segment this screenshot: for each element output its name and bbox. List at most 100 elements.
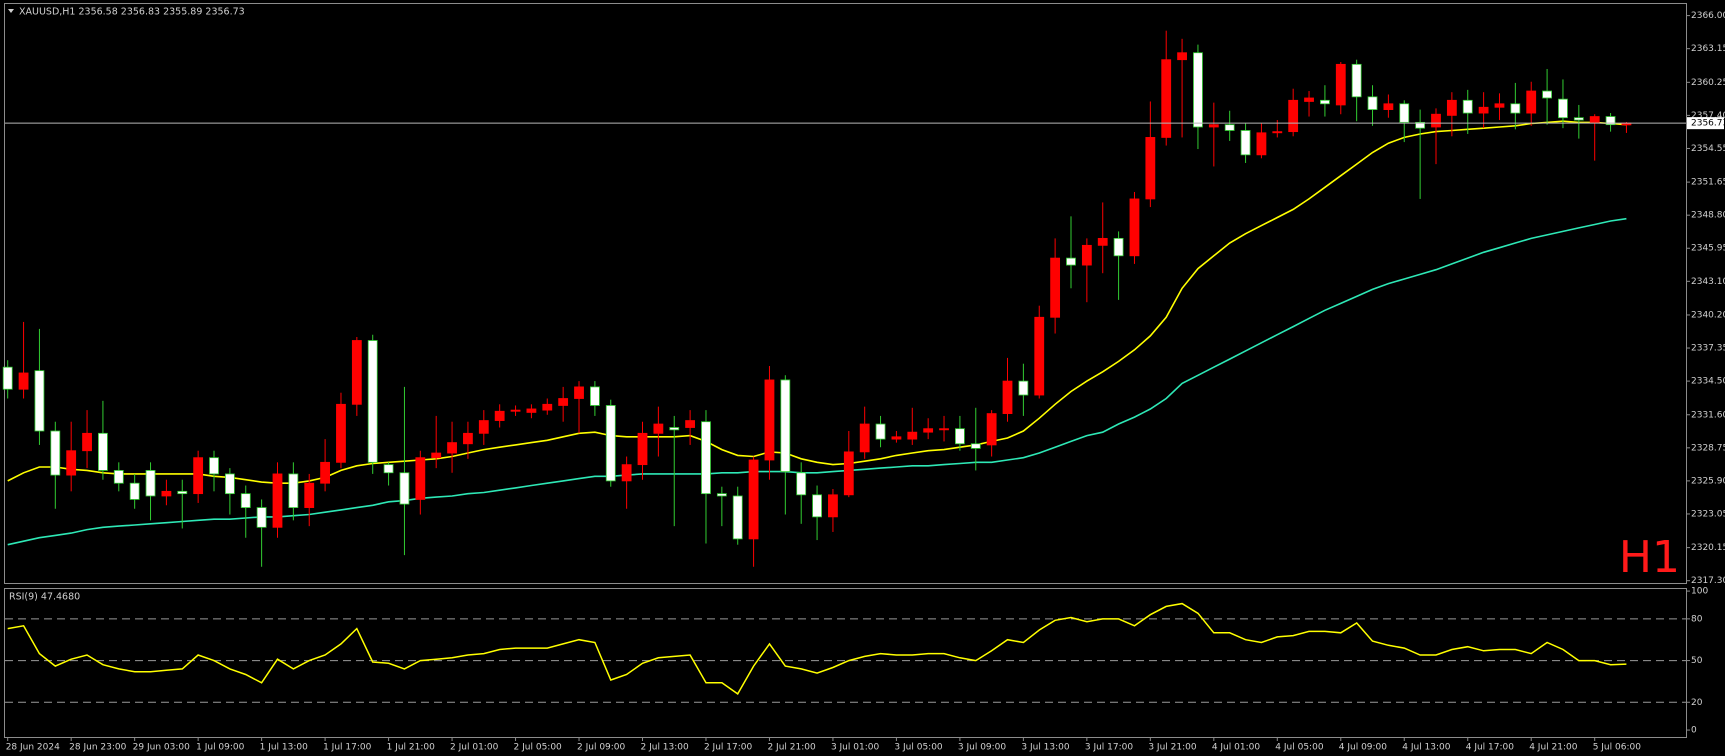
candle-body <box>716 493 727 497</box>
x-tick-label: 5 Jul 06:00 <box>1593 743 1642 753</box>
candle-body <box>1558 98 1568 119</box>
x-tick-label: 3 Jul 13:00 <box>1021 743 1070 753</box>
y-tick-label: 2340.20 <box>1691 310 1725 320</box>
candle-body <box>558 398 569 406</box>
candle-body <box>1510 103 1521 114</box>
candle-body <box>748 459 759 540</box>
candle-body <box>1002 380 1013 414</box>
current-price-label: 2356.73 <box>1691 119 1725 129</box>
x-tick-label: 3 Jul 21:00 <box>1148 743 1197 753</box>
y-tick-label: 2331.60 <box>1691 410 1725 420</box>
y-tick-label: 2325.90 <box>1691 476 1725 486</box>
y-tick-label: 2337.35 <box>1691 344 1725 354</box>
candle-body <box>780 379 791 473</box>
candle-body <box>685 420 696 428</box>
candle-body <box>812 494 822 518</box>
x-tick-label: 4 Jul 17:00 <box>1466 743 1515 753</box>
y-tick-label: 2366.00 <box>1691 11 1725 21</box>
y-tick-label: 2328.75 <box>1691 443 1725 453</box>
y-tick-label: 2343.10 <box>1691 277 1725 287</box>
candle-body <box>98 432 108 471</box>
candle-body <box>1446 99 1457 116</box>
candle-body <box>1399 103 1410 123</box>
y-tick-label: 2320.15 <box>1691 543 1725 553</box>
candle-body <box>1542 90 1552 99</box>
x-tick-label: 28 Jun 23:00 <box>69 743 126 753</box>
candle-body <box>1177 52 1187 61</box>
candle-body <box>796 472 807 496</box>
candle-body <box>1494 103 1505 108</box>
candle-body <box>1383 103 1394 110</box>
candle-body <box>605 405 616 482</box>
candle-body <box>1129 198 1140 257</box>
candle-body <box>510 409 521 412</box>
x-tick-label: 2 Jul 21:00 <box>767 743 816 753</box>
candle-body <box>256 507 267 528</box>
candle-body <box>764 379 775 461</box>
candle-body <box>463 432 473 445</box>
x-tick-label: 1 Jul 09:00 <box>196 743 245 753</box>
candle-body <box>1097 237 1108 246</box>
x-tick-label: 4 Jul 13:00 <box>1402 743 1451 753</box>
y-tick-label: 80 <box>1691 614 1703 624</box>
candle-body <box>66 450 77 476</box>
candle-body <box>526 408 537 413</box>
candle-body <box>1431 113 1441 128</box>
candle-body <box>542 403 553 411</box>
rsi-title: RSI(9) 47.4680 <box>9 592 80 603</box>
candle-body <box>177 490 188 495</box>
candle-body <box>1351 63 1362 98</box>
candle-body <box>1018 380 1029 396</box>
candle-body <box>1462 99 1473 114</box>
x-tick-label: 2 Jul 01:00 <box>450 743 499 753</box>
candle-body <box>367 340 378 463</box>
candle-body <box>113 470 124 484</box>
candle-body <box>955 428 965 445</box>
candle-body <box>34 370 45 432</box>
timeframe-watermark: H1 <box>1619 532 1680 583</box>
y-tick-label: 100 <box>1691 587 1708 597</box>
candle-body <box>431 452 442 459</box>
candle-body <box>637 432 648 466</box>
candle-body <box>478 420 489 434</box>
candle-body <box>1256 132 1267 156</box>
candle-body <box>653 423 664 434</box>
chart-title: XAUUSD,H1 2356.58 2356.83 2355.89 2356.7… <box>19 7 245 18</box>
candle-body <box>732 495 743 540</box>
candle-body <box>1224 124 1235 131</box>
x-tick-label: 1 Jul 21:00 <box>387 743 436 753</box>
y-tick-label: 2334.50 <box>1691 377 1725 387</box>
x-tick-label: 1 Jul 13:00 <box>260 743 309 753</box>
candle-body <box>701 421 711 495</box>
price-panel-frame <box>4 3 1687 584</box>
candle-body <box>1573 117 1584 121</box>
candle-body <box>669 427 680 431</box>
y-tick-label: 2323.05 <box>1691 509 1725 519</box>
rsi-panel-frame <box>4 588 1687 738</box>
candle-body <box>18 372 29 390</box>
y-tick-label: 2354.55 <box>1691 144 1725 154</box>
candle-body <box>1605 116 1616 126</box>
candle-body <box>50 430 61 476</box>
candle-body <box>288 473 299 508</box>
candle-body <box>891 436 902 440</box>
candle-body <box>621 464 632 482</box>
candle-body <box>923 428 934 433</box>
x-tick-label: 4 Jul 05:00 <box>1275 743 1324 753</box>
candle-body <box>1034 316 1045 396</box>
candle-body <box>447 442 457 454</box>
x-tick-label: 2 Jul 09:00 <box>577 743 626 753</box>
candle-body <box>240 493 251 508</box>
rsi-line <box>7 602 1627 695</box>
candle-body <box>1193 52 1203 128</box>
candle-body <box>193 457 204 495</box>
candle-body <box>383 464 394 474</box>
y-tick-label: 50 <box>1691 656 1703 666</box>
candle-body <box>336 403 346 463</box>
x-tick-label: 4 Jul 21:00 <box>1529 743 1578 753</box>
candle-body <box>1208 124 1219 128</box>
candle-body <box>939 428 949 431</box>
candle-body <box>1161 59 1172 138</box>
candle-body <box>1304 97 1314 102</box>
